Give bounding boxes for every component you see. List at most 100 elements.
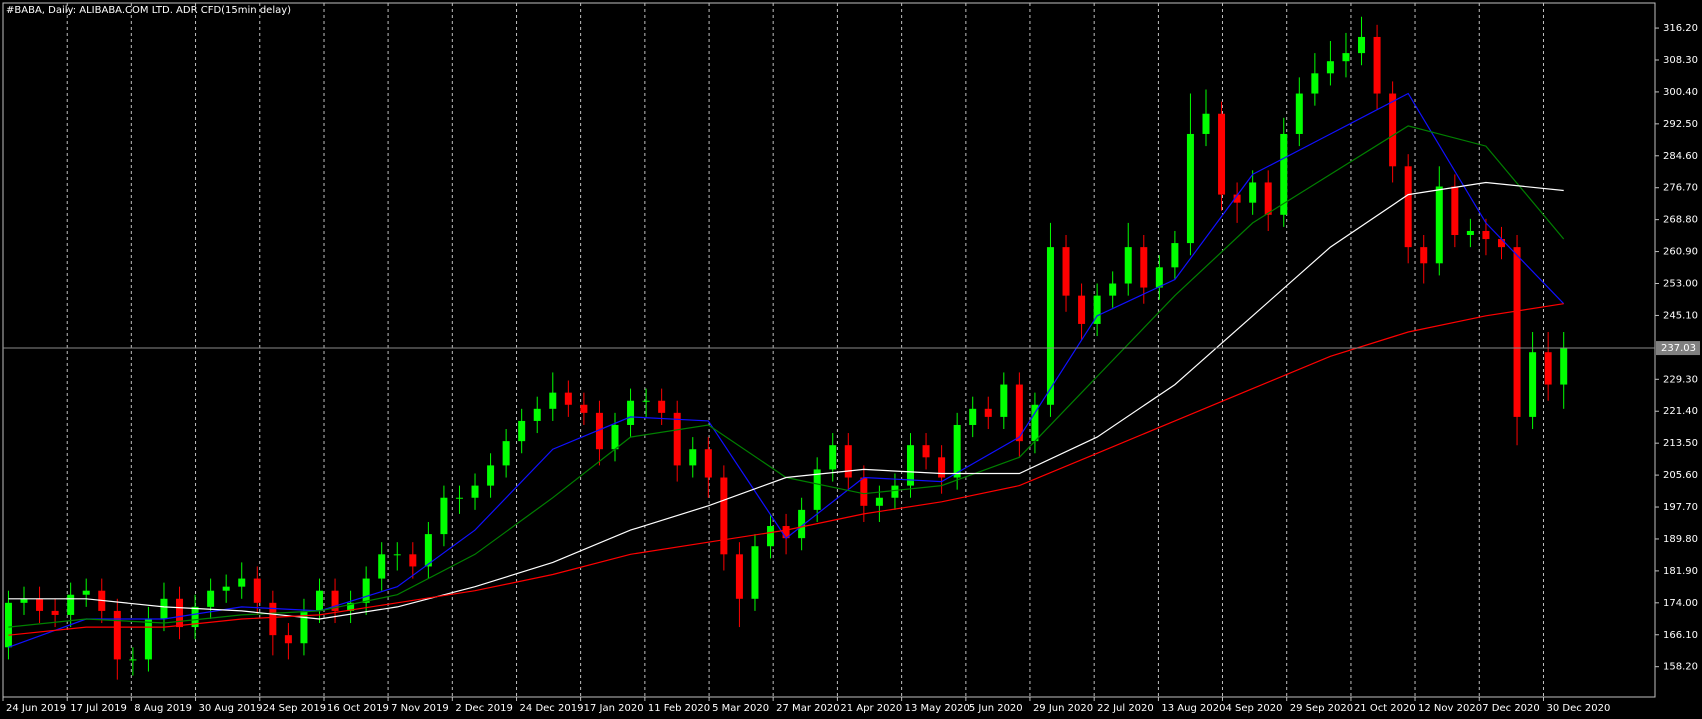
candle — [1186, 93, 1194, 256]
x-tick-label: 16 Oct 2019 — [327, 703, 389, 714]
candle-body — [284, 635, 292, 644]
candle — [1560, 332, 1568, 409]
candle-body — [1295, 93, 1303, 134]
candle-body — [782, 526, 790, 539]
y-tick-label: 213.50 — [1663, 438, 1698, 449]
candle-body — [1155, 267, 1163, 288]
candle-body — [1109, 283, 1117, 296]
candle — [36, 586, 44, 624]
candle-body — [1171, 243, 1179, 268]
candle — [782, 513, 790, 555]
candle — [969, 396, 977, 438]
candle — [689, 437, 697, 478]
candle-body — [409, 554, 417, 567]
candle — [1264, 170, 1272, 231]
last-price-box — [1656, 341, 1700, 356]
candle — [1451, 174, 1459, 248]
candle-body — [1342, 53, 1350, 62]
candle — [580, 392, 588, 425]
x-tick-label: 17 Jan 2020 — [584, 703, 644, 714]
x-tick-label: 13 May 2020 — [905, 703, 970, 714]
candle — [518, 408, 526, 454]
candle-body — [1389, 93, 1397, 167]
candle-body — [813, 469, 821, 510]
candle — [922, 433, 930, 470]
candle — [1389, 81, 1397, 183]
x-tick-label: 24 Jun 2019 — [6, 703, 66, 714]
y-tick-label: 292.50 — [1663, 119, 1698, 130]
candle — [284, 623, 292, 660]
y-tick-label: 284.60 — [1663, 151, 1698, 162]
candle-body — [455, 497, 463, 499]
candle — [735, 542, 743, 628]
candle-body — [378, 554, 386, 579]
candle-body — [1513, 247, 1521, 417]
candle-body — [1186, 133, 1194, 244]
candle-body — [953, 424, 961, 478]
y-tick-label: 253.00 — [1663, 279, 1698, 290]
candle — [751, 534, 759, 611]
candle-body — [860, 477, 868, 506]
y-tick-label: 189.80 — [1663, 534, 1698, 545]
candle — [1466, 218, 1474, 248]
candle-body — [315, 590, 323, 611]
x-tick-label: 7 Nov 2019 — [391, 703, 449, 714]
candle-body — [642, 400, 650, 402]
candle-body — [627, 400, 635, 425]
candle — [253, 566, 261, 615]
candle-body — [1078, 295, 1086, 324]
chart-title: #BABA, Daily: ALIBABA.COM LTD. ADR CFD(1… — [6, 5, 291, 16]
candle-body — [735, 554, 743, 599]
candle — [269, 590, 277, 656]
y-tick-label: 245.10 — [1663, 310, 1698, 321]
candle — [1513, 235, 1521, 446]
candle-body — [1124, 247, 1132, 284]
candle-body — [1233, 194, 1241, 203]
candle-body — [1202, 113, 1210, 134]
candle-body — [1435, 186, 1443, 264]
candle-body — [113, 610, 121, 660]
candle — [409, 542, 417, 579]
candle — [191, 594, 199, 640]
candle — [953, 412, 961, 490]
candle — [1046, 222, 1054, 417]
candle-body — [1482, 230, 1490, 240]
candle — [144, 606, 152, 672]
candle — [1358, 16, 1366, 66]
x-tick-label: 7 Dec 2020 — [1482, 703, 1540, 714]
candle — [20, 586, 28, 615]
y-tick-label: 300.40 — [1663, 87, 1698, 98]
x-tick-label: 12 Nov 2020 — [1418, 703, 1482, 714]
y-tick-label: 174.00 — [1663, 598, 1698, 609]
candle — [844, 433, 852, 490]
x-tick-label: 24 Sep 2019 — [263, 703, 326, 714]
candle-body — [207, 590, 215, 607]
candle-body — [82, 590, 90, 595]
moving-average — [8, 303, 1564, 636]
candle-body — [238, 578, 246, 587]
candle — [533, 396, 541, 434]
last-price-label: 237.03 — [1661, 343, 1696, 354]
candle-body — [36, 598, 44, 611]
candle — [829, 433, 837, 482]
y-tick-label: 181.90 — [1663, 566, 1698, 577]
candle — [564, 380, 572, 417]
candle — [1171, 230, 1179, 280]
candle — [1093, 283, 1101, 337]
candle-body — [580, 404, 588, 413]
candle-body — [253, 578, 261, 603]
candle-body — [362, 578, 370, 603]
candle-body — [844, 445, 852, 478]
candle-body — [829, 445, 837, 470]
x-tick-label: 17 Jul 2019 — [70, 703, 127, 714]
candle-body — [129, 659, 137, 661]
candle-body — [222, 586, 230, 591]
x-tick-label: 24 Dec 2019 — [520, 703, 584, 714]
candle — [627, 388, 635, 438]
candle-body — [331, 590, 339, 611]
candle-body — [518, 420, 526, 442]
candle — [113, 598, 121, 680]
candle-body — [1249, 182, 1257, 203]
candle-body — [160, 598, 168, 619]
